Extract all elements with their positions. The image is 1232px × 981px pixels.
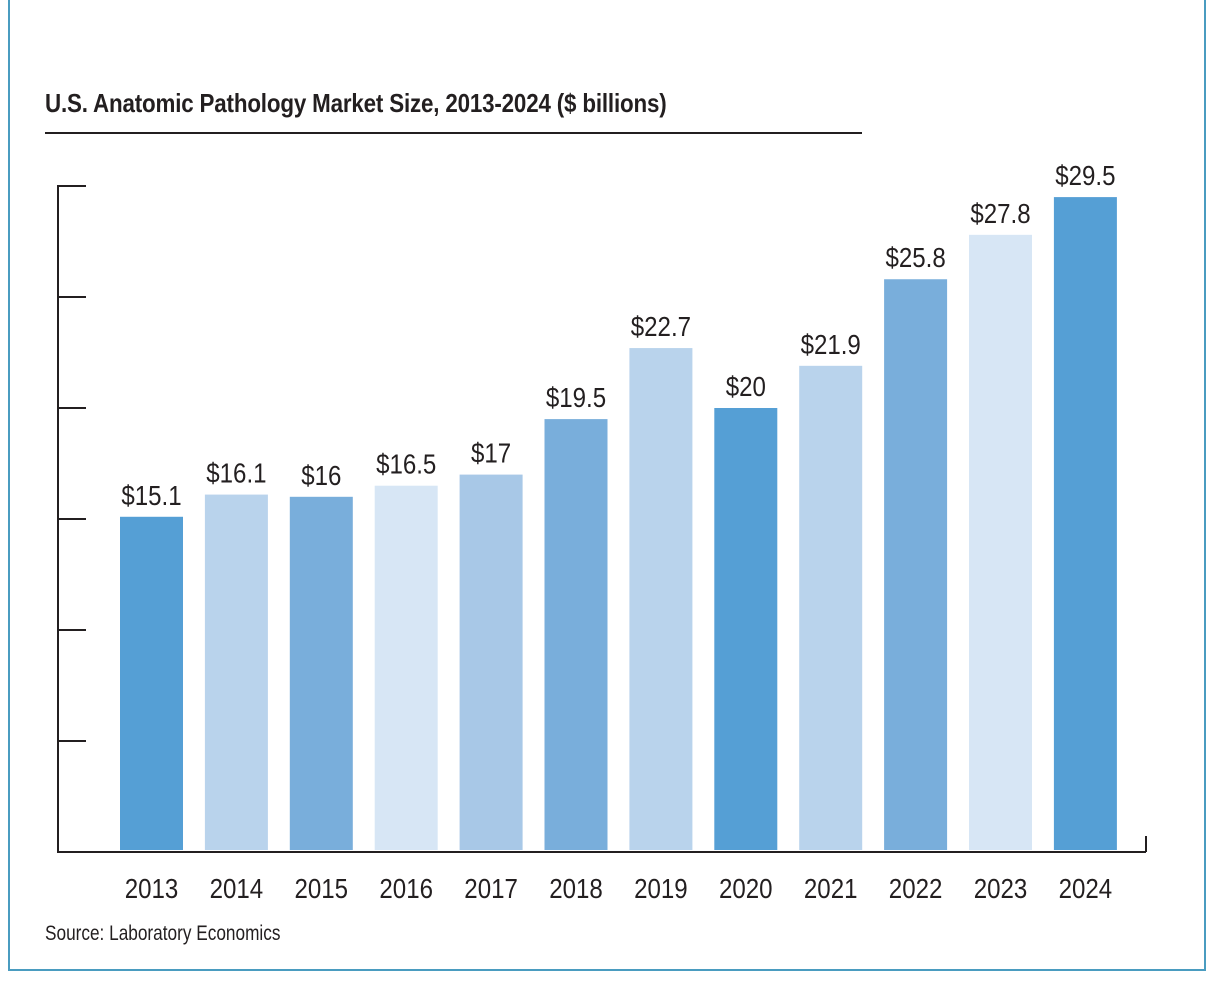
data-label-2019: $22.7 (631, 310, 691, 342)
x-tick-label-2024: 2024 (1059, 872, 1113, 904)
x-tick-label-2021: 2021 (804, 872, 858, 904)
bar-2020 (714, 408, 778, 850)
title-underline (45, 132, 862, 134)
data-label-2022: $25.8 (885, 242, 945, 274)
x-tick-label-2017: 2017 (464, 872, 518, 904)
data-label-2016: $16.5 (376, 448, 436, 480)
bar-2022 (884, 279, 948, 850)
bar-2024 (1053, 197, 1117, 851)
bar-2013 (120, 516, 183, 850)
x-tick-label-2023: 2023 (974, 872, 1028, 904)
x-tick-label-2019: 2019 (634, 872, 688, 904)
x-tick-label-2022: 2022 (889, 872, 943, 904)
data-label-2014: $16.1 (206, 457, 266, 489)
bar-2017 (459, 474, 523, 850)
bar-2016 (374, 485, 438, 850)
data-label-2017: $17 (471, 437, 511, 469)
source-note: Source: Laboratory Economics (45, 922, 281, 945)
x-tick-label-2015: 2015 (295, 872, 349, 904)
data-label-2020: $20 (726, 370, 766, 402)
bar-2021 (799, 365, 863, 850)
data-label-2018: $19.5 (546, 381, 606, 413)
x-tick-label-2014: 2014 (210, 872, 264, 904)
data-label-2023: $27.8 (970, 197, 1030, 229)
bar-2018 (544, 419, 608, 850)
bar-2023 (969, 234, 1032, 851)
bar-2014 (204, 494, 268, 850)
data-label-2015: $16 (301, 459, 341, 491)
chart-title: U.S. Anatomic Pathology Market Size, 201… (45, 88, 667, 118)
data-label-2013: $15.1 (121, 479, 181, 511)
x-tick-label-2016: 2016 (379, 872, 433, 904)
data-label-2021: $21.9 (801, 328, 861, 360)
data-label-2024: $29.5 (1055, 159, 1115, 191)
x-tick-label-2013: 2013 (125, 872, 179, 904)
x-tick-label-2018: 2018 (549, 872, 603, 904)
x-tick-label-2020: 2020 (719, 872, 773, 904)
chart-frame (8, 0, 1206, 971)
bar-2015 (289, 496, 353, 850)
bar-2019 (629, 348, 693, 850)
